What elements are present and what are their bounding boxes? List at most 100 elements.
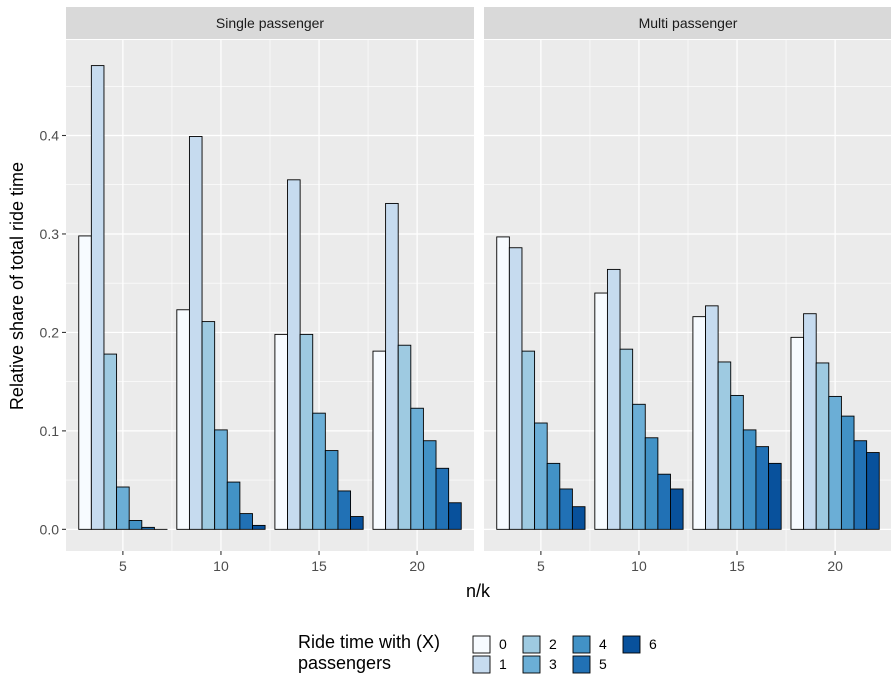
bar [657,473,671,530]
bar [546,462,561,530]
panel-single: Single passenger 5 10 15 20 [66,7,474,574]
legend-key [472,655,491,674]
legend-label: 5 [599,656,607,672]
bar [803,313,817,530]
bar [853,440,868,530]
bar [496,236,510,530]
y-tick-label: 0.2 [40,324,60,340]
bar [239,513,253,530]
bar [324,450,339,530]
x-tick-label: 5 [119,558,127,574]
bar [337,490,352,530]
legend-key [522,635,541,654]
bar [274,333,288,530]
bar [594,292,608,530]
y-tick-label: 0.4 [40,128,60,144]
legend-item: 3 [522,655,557,674]
x-tick-label: 10 [213,558,229,574]
bar [435,467,450,530]
x-tick-label: 20 [409,558,425,574]
bar [768,462,782,530]
bar [299,333,314,530]
bar [128,520,143,530]
bar [742,429,757,530]
panel-multi: Multi passenger 5 10 15 20 [484,7,891,574]
bar [840,415,855,530]
x-axis-title: n/k [466,581,491,601]
bar [252,524,266,530]
legend-key [472,635,491,654]
legend-item: 1 [472,655,507,674]
legend-label: 2 [549,636,557,652]
legend-item: 0 [472,635,507,654]
bar [372,350,387,530]
bar [619,348,634,530]
bar [692,316,706,530]
legend-label: 4 [599,636,607,652]
bar [559,488,573,530]
bar [201,321,216,530]
bar [226,481,241,530]
bar [78,235,92,530]
bar [521,350,536,530]
legend-label: 3 [549,656,557,672]
legend-item: 2 [522,635,557,654]
facet-strip [484,7,891,39]
bar [116,486,130,530]
bar [90,65,105,530]
bar [534,422,548,530]
legend-item: 6 [622,635,657,654]
bar [828,395,842,530]
facet-title: Multi passenger [639,15,738,31]
legend-key [572,655,591,674]
legend-key [572,635,591,654]
legend-item: 4 [572,635,607,654]
bar [176,309,190,530]
y-axis-title: Relative share of total ride time [7,162,27,410]
bar [670,488,684,530]
bar [448,502,462,530]
bar [705,305,719,530]
y-tick-label: 0.1 [40,423,60,439]
x-tick-label: 20 [827,558,843,574]
legend-title: Ride time with (X) passengers [298,632,440,673]
bar [287,179,301,530]
bar [632,403,646,530]
bar [815,362,830,530]
x-tick-label: 15 [729,558,745,574]
y-axis: 0.0 0.1 0.2 0.3 0.4 [40,128,66,537]
legend-key [622,635,641,654]
panels: Single passenger 5 10 15 20 Multi passenger 5 1… [66,7,891,574]
x-tick-label: 15 [311,558,327,574]
bar [866,452,880,530]
bar [397,344,412,530]
bar [214,429,228,530]
bar [755,446,770,530]
facet-title: Single passenger [216,15,325,31]
legend-label: 0 [499,636,507,652]
y-tick-label: 0.3 [40,226,60,242]
bar [350,516,364,530]
bar [422,440,437,530]
legend-key [522,655,541,674]
bar [606,268,621,530]
bar [717,361,732,530]
x-tick-label: 5 [537,558,545,574]
bar [571,506,586,530]
y-tick-label: 0.0 [40,521,60,537]
x-tick-label: 10 [631,558,647,574]
legend: Ride time with (X) passengers 0 1 2 3 4 5 6 [298,632,657,674]
legend-label: 1 [499,656,507,672]
legend-label: 6 [649,636,657,652]
bar [188,136,203,530]
bar [312,412,326,530]
bar [385,202,399,530]
bar [790,336,805,530]
bar [644,437,659,530]
legend-item: 5 [572,655,607,674]
facet-strip [66,7,474,39]
bar [730,394,744,530]
bar [103,353,118,530]
bar [141,526,155,530]
